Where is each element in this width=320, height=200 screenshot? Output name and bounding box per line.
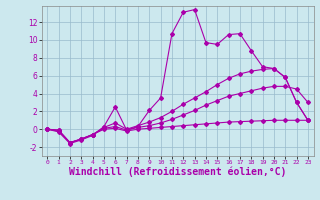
X-axis label: Windchill (Refroidissement éolien,°C): Windchill (Refroidissement éolien,°C) [69, 167, 286, 177]
